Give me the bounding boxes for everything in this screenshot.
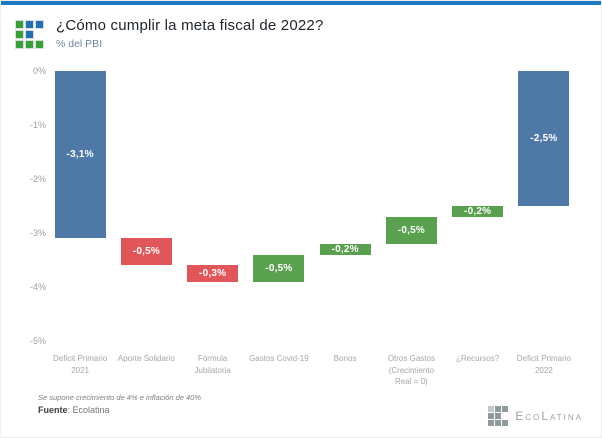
bar-deficit-primario-2021: -3,1% [54, 71, 106, 239]
bar-value-label-aporte-solidario: -0,5% [132, 246, 160, 258]
x-tick-deficit-primario-2021: Deficit Primario 2021 [53, 354, 108, 375]
top-accent-bar [1, 1, 601, 5]
bar-aporte-solidario: -0,5% [120, 238, 172, 266]
x-tick-aporte-solidario: Aporte Solidario [117, 354, 175, 363]
bar-value-label-formula-jubilatoria: -0,3% [199, 267, 227, 279]
x-tick-recursos: ¿Recursos? [456, 354, 500, 363]
x-tick-formula-jubilatoria: Fórmula Jubilatoria [194, 354, 231, 375]
bar-value-label-gastos-covid-19: -0,5% [265, 262, 293, 274]
bar-value-label-otros-gastos: -0,5% [397, 224, 425, 236]
x-axis: Deficit Primario 2021 Aporte Solidario Fór… [47, 353, 577, 388]
y-axis: 0% -1% -2% -3% -4% -5% [1, 66, 48, 353]
y-tick-0: 0% [32, 66, 46, 76]
source-label: Fuente [38, 405, 68, 415]
bar-formula-jubilatoria: -0,3% [187, 265, 239, 282]
bar-deficit-primario-2022: -2,5% [518, 71, 570, 206]
brand-footer: EcoLatina [488, 406, 583, 426]
x-tick-deficit-primario-2022: Deficit Primario 2022 [516, 354, 571, 375]
y-tick--3: -3% [29, 228, 46, 238]
ecolatina-grid-logo-icon [15, 20, 44, 49]
bar-value-label-deficit-primario-2021: -3,1% [66, 149, 94, 161]
header: ¿Cómo cumplir la meta fiscal de 2022? % … [15, 17, 324, 50]
source-value: : Ecolatina [67, 405, 110, 415]
y-tick--2: -2% [29, 174, 46, 184]
chart-subtitle: % del PBI [56, 38, 103, 50]
y-tick--5: -5% [29, 336, 46, 346]
x-tick-otros-gastos: Otros Gastos (Crecimiento Real = 0) [387, 354, 435, 386]
assumption-note: Se supone crecimiento de 4% e inflación … [38, 393, 202, 402]
bar-recursos: -0,2% [452, 205, 504, 217]
bar-otros-gastos: -0,5% [385, 216, 437, 244]
title-block: ¿Cómo cumplir la meta fiscal de 2022? % … [56, 17, 324, 50]
bar-value-label-bonos: -0,2% [331, 243, 359, 255]
x-tick-bonos: Bonos [333, 354, 357, 363]
bar-gastos-covid-19: -0,5% [253, 254, 305, 282]
bar-value-label-recursos: -0,2% [464, 205, 492, 217]
bar-bonos: -0,2% [319, 243, 371, 255]
plot-area: -3,1% -0,5% -0,3% -0,5% -0,2% -0,5% -0,2% -2,5% [47, 71, 577, 341]
source-line: Fuente: Ecolatina [38, 405, 110, 415]
bar-value-label-deficit-primario-2022: -2,5% [530, 133, 558, 144]
y-tick--4: -4% [29, 282, 46, 292]
brand-wordmark: EcoLatina [515, 409, 583, 423]
y-tick--1: -1% [29, 120, 46, 130]
chart-title: ¿Cómo cumplir la meta fiscal de 2022? [56, 17, 324, 34]
x-tick-gastos-covid-19: Gastos Covid-19 [249, 354, 309, 363]
ecolatina-footer-logo-icon [488, 406, 509, 426]
